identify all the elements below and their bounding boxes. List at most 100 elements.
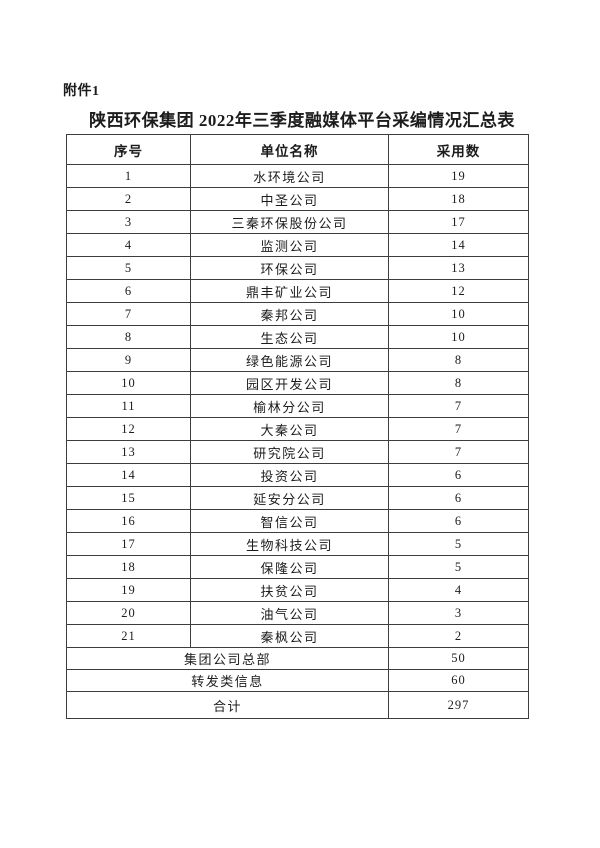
header-unit: 单位名称 [190, 134, 389, 165]
seq-cell: 13 [66, 440, 191, 464]
seq-cell: 3 [66, 210, 191, 234]
table-row: 5 环保公司 13 [66, 256, 529, 280]
count-cell: 4 [388, 578, 529, 602]
count-cell: 7 [388, 394, 529, 418]
footer-count-cell: 297 [388, 691, 529, 719]
unit-cell: 三秦环保股份公司 [190, 210, 389, 234]
count-cell: 10 [388, 302, 529, 326]
footer-label-cell: 合计 [66, 691, 389, 719]
table-row: 20 油气公司 3 [66, 601, 529, 625]
count-cell: 8 [388, 371, 529, 395]
header-seq: 序号 [66, 134, 191, 165]
count-cell: 12 [388, 279, 529, 303]
seq-cell: 20 [66, 601, 191, 625]
table-row: 10 园区开发公司 8 [66, 371, 529, 395]
count-cell: 5 [388, 532, 529, 556]
unit-cell: 生物科技公司 [190, 532, 389, 556]
table-body: 1 水环境公司 19 2 中圣公司 18 3 三秦环保股份公司 17 [66, 164, 529, 719]
unit-cell: 秦邦公司 [190, 302, 389, 326]
count-cell: 18 [388, 187, 529, 211]
seq-cell: 15 [66, 486, 191, 510]
seq-cell: 14 [66, 463, 191, 487]
footer-count-cell: 50 [388, 647, 529, 670]
count-cell: 19 [388, 164, 529, 188]
table-row: 15 延安分公司 6 [66, 486, 529, 510]
unit-cell: 环保公司 [190, 256, 389, 280]
header-count: 采用数 [388, 134, 529, 165]
unit-cell: 中圣公司 [190, 187, 389, 211]
table-row: 17 生物科技公司 5 [66, 532, 529, 556]
seq-cell: 17 [66, 532, 191, 556]
summary-table: 序号 单位名称 采用数 1 水环境公司 19 2 中圣公司 18 [66, 134, 529, 719]
table-row: 19 扶贫公司 4 [66, 578, 529, 602]
count-cell: 8 [388, 348, 529, 372]
count-cell: 6 [388, 509, 529, 533]
seq-cell: 18 [66, 555, 191, 579]
unit-cell: 延安分公司 [190, 486, 389, 510]
seq-cell: 12 [66, 417, 191, 441]
seq-cell: 19 [66, 578, 191, 602]
table-row: 16 智信公司 6 [66, 509, 529, 533]
count-cell: 6 [388, 486, 529, 510]
unit-cell: 监测公司 [190, 233, 389, 257]
unit-cell: 智信公司 [190, 509, 389, 533]
seq-cell: 5 [66, 256, 191, 280]
table-row: 7 秦邦公司 10 [66, 302, 529, 326]
count-cell: 14 [388, 233, 529, 257]
count-cell: 5 [388, 555, 529, 579]
table-header-row: 序号 单位名称 采用数 [66, 134, 529, 165]
count-cell: 6 [388, 463, 529, 487]
seq-cell: 11 [66, 394, 191, 418]
seq-cell: 10 [66, 371, 191, 395]
unit-cell: 秦枫公司 [190, 624, 389, 648]
table-row: 21 秦枫公司 2 [66, 624, 529, 648]
seq-cell: 1 [66, 164, 191, 188]
table-footer-row: 转发类信息 60 [66, 669, 529, 692]
seq-cell: 4 [66, 233, 191, 257]
table-row: 4 监测公司 14 [66, 233, 529, 257]
seq-cell: 21 [66, 624, 191, 648]
count-cell: 13 [388, 256, 529, 280]
unit-cell: 水环境公司 [190, 164, 389, 188]
count-cell: 7 [388, 440, 529, 464]
unit-cell: 绿色能源公司 [190, 348, 389, 372]
unit-cell: 园区开发公司 [190, 371, 389, 395]
table-row: 1 水环境公司 19 [66, 164, 529, 188]
unit-cell: 鼎丰矿业公司 [190, 279, 389, 303]
attachment-label: 附件1 [63, 84, 100, 99]
count-cell: 7 [388, 417, 529, 441]
seq-cell: 9 [66, 348, 191, 372]
seq-cell: 8 [66, 325, 191, 349]
table-row: 12 大秦公司 7 [66, 417, 529, 441]
table-row: 8 生态公司 10 [66, 325, 529, 349]
page-title: 陕西环保集团 2022年三季度融媒体平台采编情况汇总表 [89, 111, 515, 130]
table-row: 2 中圣公司 18 [66, 187, 529, 211]
unit-cell: 油气公司 [190, 601, 389, 625]
seq-cell: 6 [66, 279, 191, 303]
table-footer-row: 集团公司总部 50 [66, 647, 529, 670]
count-cell: 10 [388, 325, 529, 349]
seq-cell: 7 [66, 302, 191, 326]
seq-cell: 2 [66, 187, 191, 211]
unit-cell: 榆林分公司 [190, 394, 389, 418]
unit-cell: 研究院公司 [190, 440, 389, 464]
unit-cell: 保隆公司 [190, 555, 389, 579]
seq-cell: 16 [66, 509, 191, 533]
unit-cell: 生态公司 [190, 325, 389, 349]
table-row: 14 投资公司 6 [66, 463, 529, 487]
count-cell: 3 [388, 601, 529, 625]
count-cell: 17 [388, 210, 529, 234]
footer-label-cell: 集团公司总部 [66, 647, 389, 670]
unit-cell: 扶贫公司 [190, 578, 389, 602]
footer-label-cell: 转发类信息 [66, 669, 389, 692]
table-row: 6 鼎丰矿业公司 12 [66, 279, 529, 303]
count-cell: 2 [388, 624, 529, 648]
table-row: 11 榆林分公司 7 [66, 394, 529, 418]
table-row: 18 保隆公司 5 [66, 555, 529, 579]
table-row: 9 绿色能源公司 8 [66, 348, 529, 372]
unit-cell: 投资公司 [190, 463, 389, 487]
footer-count-cell: 60 [388, 669, 529, 692]
unit-cell: 大秦公司 [190, 417, 389, 441]
table-row: 3 三秦环保股份公司 17 [66, 210, 529, 234]
